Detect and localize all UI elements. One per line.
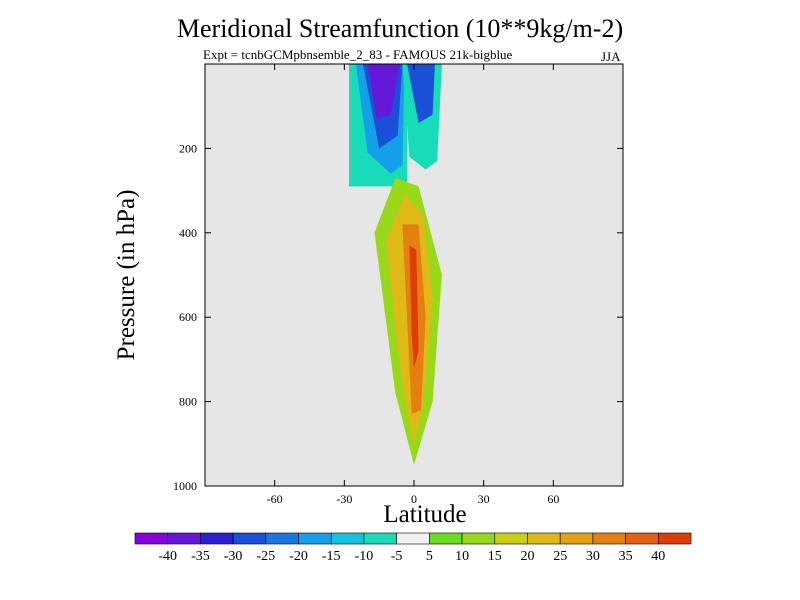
- colorbar-label: 20: [521, 549, 535, 564]
- colorbar-label: 15: [488, 549, 502, 564]
- colorbar-label: -20: [289, 549, 308, 564]
- colorbar-label: 35: [619, 549, 633, 564]
- colorbar-swatch: [265, 532, 299, 545]
- colorbar-label: -5: [391, 549, 403, 564]
- colorbar-swatch: [625, 532, 659, 545]
- colorbar-swatch: [200, 532, 234, 545]
- colorbar-swatch: [559, 532, 594, 545]
- y-tick-label: 600: [179, 310, 197, 324]
- colorbar-label: -30: [224, 549, 243, 564]
- contour-layer: [349, 64, 442, 465]
- y-tick-label: 1000: [173, 479, 197, 493]
- x-tick-label: 60: [547, 492, 559, 506]
- chart-subtitle: Expt = tcnbGCMpbnsemble_2_83 - FAMOUS 21…: [203, 47, 513, 62]
- colorbar-swatch: [232, 532, 267, 545]
- negative-cell-band-3: [367, 64, 401, 119]
- colorbar-label: 5: [426, 549, 433, 564]
- colorbar-swatch: [592, 532, 626, 545]
- colorbar-swatch: [167, 532, 201, 545]
- colorbar-swatch: [396, 532, 430, 545]
- chart-title: Meridional Streamfunction (10**9kg/m-2): [176, 14, 624, 43]
- season-label: JJA: [601, 49, 621, 64]
- colorbar: -40 -35 -30 -25 -20 -15 -10 -5 5 10 15 20 25 30 35 40: [134, 532, 692, 564]
- colorbar-label: -35: [191, 549, 210, 564]
- colorbar-swatch: [527, 532, 561, 545]
- colorbar-swatch: [363, 532, 397, 545]
- x-axis-label: Latitude: [383, 501, 467, 528]
- axis-ticks: -60 -30 0 30 60 200 400 600 800 1000: [173, 64, 623, 506]
- colorbar-swatch: [429, 532, 463, 545]
- colorbar-label: 10: [455, 549, 469, 564]
- colorbar-label: -15: [322, 549, 341, 564]
- colorbar-label: -40: [158, 549, 177, 564]
- x-tick-label: 30: [478, 492, 490, 506]
- colorbar-swatch: [494, 532, 528, 545]
- x-tick-label: -30: [336, 492, 352, 506]
- colorbar-swatch: [298, 532, 332, 545]
- y-tick-label: 800: [179, 395, 197, 409]
- colorbar-label: 25: [553, 549, 567, 564]
- colorbar-label: -25: [256, 549, 275, 564]
- y-tick-label: 400: [179, 226, 197, 240]
- y-tick-label: 200: [179, 141, 197, 155]
- colorbar-swatch: [657, 532, 692, 545]
- colorbar-swatch: [134, 532, 169, 545]
- y-axis-label: Pressure (in hPa): [113, 189, 140, 361]
- positive-cell-band-3: [409, 245, 419, 368]
- colorbar-label: -10: [355, 549, 374, 564]
- negative-cell-2-band-1: [407, 64, 435, 124]
- colorbar-label: 40: [651, 549, 665, 564]
- x-tick-label: -60: [267, 492, 283, 506]
- colorbar-swatch: [330, 532, 365, 545]
- colorbar-label: 30: [586, 549, 600, 564]
- x-tick-label: 0: [411, 492, 417, 506]
- colorbar-swatch: [461, 532, 496, 545]
